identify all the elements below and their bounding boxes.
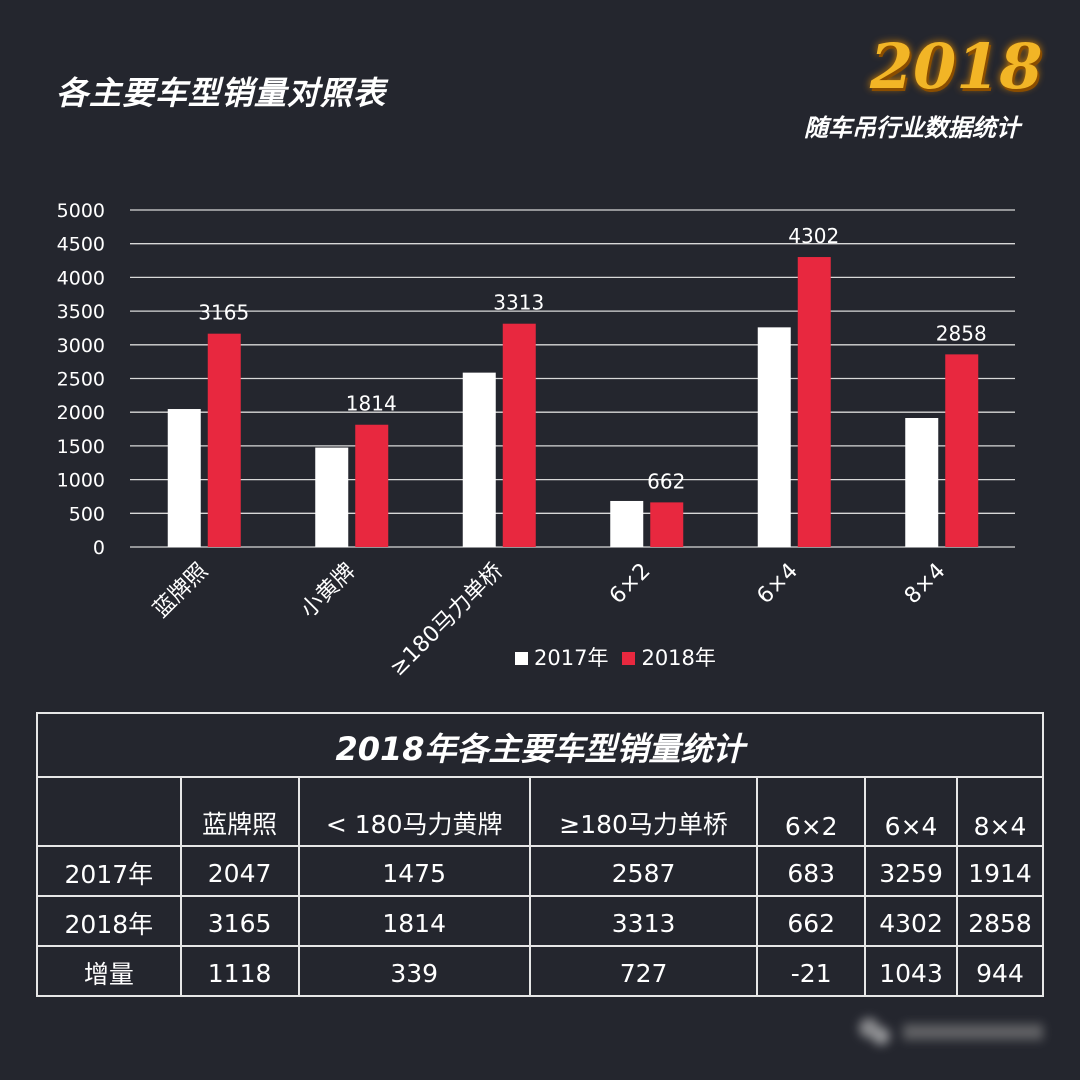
table-cell: 2047 xyxy=(179,845,300,897)
table-row: 增量 1118 339 727 -21 1043 944 xyxy=(36,945,1044,997)
bar-2017 xyxy=(757,327,791,547)
y-tick-label: 5000 xyxy=(57,200,105,222)
bar-chart: 0 500 1000 1500 2000 2500 3000 3500 4000 4500 5000… xyxy=(57,200,1015,682)
table-row: 2017年 2047 1475 2587 683 3259 1914 xyxy=(36,845,1044,897)
x-tick-label: 8×4 xyxy=(900,559,951,610)
table-cell: 3313 xyxy=(528,895,759,947)
y-tick-label: 500 xyxy=(69,503,105,525)
y-tick-label: 4500 xyxy=(57,234,105,256)
table-cell: 1814 xyxy=(297,895,531,947)
table-header-row: 蓝牌照 < 180马力黄牌 ≥180马力单桥 6×2 6×4 8×4 xyxy=(36,776,1044,847)
bar-2018 xyxy=(650,502,684,547)
table-cell: 944 xyxy=(956,945,1044,997)
table-cell: 683 xyxy=(756,845,867,897)
header-cell: 蓝牌照 xyxy=(179,776,300,847)
table-cell: 2587 xyxy=(528,845,759,897)
y-tick-label: 2500 xyxy=(57,369,105,391)
x-tick-label: 蓝牌照 xyxy=(149,559,213,623)
data-label: 3165 xyxy=(198,301,249,325)
y-tick-label: 3000 xyxy=(57,335,105,357)
header-cell: 6×2 xyxy=(756,776,867,847)
logo-subtitle: 随车吊行业数据统计 xyxy=(804,114,1020,142)
header-cell: < 180马力黄牌 xyxy=(297,776,531,847)
table-cell: 727 xyxy=(528,945,759,997)
header-cell: ≥180马力单桥 xyxy=(528,776,759,847)
table-cell: 662 xyxy=(756,895,867,947)
table-title: 2018年各主要车型销量统计 xyxy=(36,712,1044,778)
data-label: 4302 xyxy=(788,224,839,248)
y-tick-label: 3500 xyxy=(57,301,105,323)
table-cell: 1118 xyxy=(179,945,300,997)
table-cell: 1914 xyxy=(956,845,1044,897)
bar-2017 xyxy=(462,372,496,547)
x-tick-label: ≥180马力单桥 xyxy=(385,559,508,682)
x-tick-label: 6×2 xyxy=(605,559,656,610)
y-tick-label: 2000 xyxy=(57,402,105,424)
x-tick-label: 小黄牌 xyxy=(296,559,360,623)
legend-2017: 2017年 xyxy=(515,642,608,672)
bar-2017 xyxy=(610,500,644,547)
x-tick-label: 6×4 xyxy=(752,559,803,610)
table-cell: 增量 xyxy=(36,945,182,997)
page-title: 各主要车型销量对照表 xyxy=(56,74,387,112)
watermark xyxy=(859,1018,1043,1045)
legend: 2017年 2018年 xyxy=(515,642,716,672)
table-cell: 2858 xyxy=(956,895,1044,947)
y-tick-label: 1500 xyxy=(57,436,105,458)
table-row: 2018年 3165 1814 3313 662 4302 2858 xyxy=(36,895,1044,947)
y-tick-label: 0 xyxy=(93,537,105,559)
header-cell xyxy=(36,776,182,847)
bar-2018 xyxy=(355,424,389,547)
logo: 2018 随车吊行业数据统计 xyxy=(800,30,1070,142)
table-cell: 2017年 xyxy=(36,845,182,897)
table-cell: -21 xyxy=(756,945,867,997)
header-cell: 8×4 xyxy=(956,776,1044,847)
bar-2017 xyxy=(315,447,349,547)
table-cell: 4302 xyxy=(864,895,958,947)
bar-2018 xyxy=(945,354,979,547)
table-cell: 3259 xyxy=(864,845,958,897)
table-cell: 1475 xyxy=(297,845,531,897)
table-cell: 2018年 xyxy=(36,895,182,947)
data-label: 1814 xyxy=(346,392,397,416)
table-cell: 339 xyxy=(297,945,531,997)
bar-2017 xyxy=(905,417,939,547)
logo-year: 2018 xyxy=(870,30,1043,103)
bar-2018 xyxy=(797,257,831,547)
data-label: 3313 xyxy=(493,291,544,315)
data-label: 662 xyxy=(647,469,685,493)
bar-2018 xyxy=(502,323,536,547)
bar-2017 xyxy=(167,409,201,547)
header-cell: 6×4 xyxy=(864,776,958,847)
sales-table: 2018年各主要车型销量统计 蓝牌照 < 180马力黄牌 ≥180马力单桥 6×2 6×… xyxy=(36,712,1044,997)
data-label: 2858 xyxy=(936,321,987,345)
y-tick-label: 4000 xyxy=(57,267,105,289)
legend-2018: 2018年 xyxy=(622,642,716,672)
table-cell: 1043 xyxy=(864,945,958,997)
table-cell: 3165 xyxy=(179,895,300,947)
bar-2018 xyxy=(207,333,241,547)
y-tick-label: 1000 xyxy=(57,470,105,492)
